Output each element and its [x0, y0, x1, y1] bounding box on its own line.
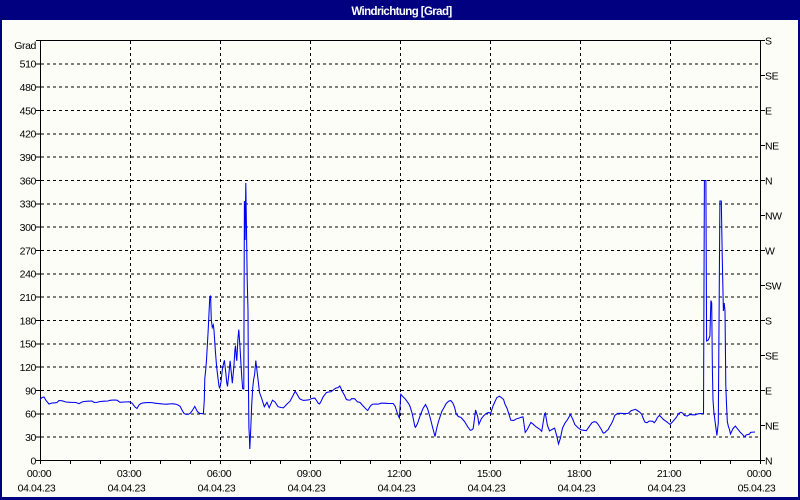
svg-text:180: 180 [20, 315, 37, 327]
svg-text:05.04.23: 05.04.23 [738, 483, 776, 495]
svg-text:420: 420 [20, 129, 37, 141]
svg-text:30: 30 [25, 432, 36, 444]
svg-text:N: N [765, 455, 772, 467]
svg-text:SE: SE [765, 350, 779, 362]
svg-text:NE: NE [765, 140, 779, 152]
svg-text:12:00: 12:00 [387, 468, 412, 480]
svg-text:00:00: 00:00 [747, 468, 772, 480]
svg-text:04.04.23: 04.04.23 [648, 483, 686, 495]
svg-text:00:00: 00:00 [27, 468, 52, 480]
svg-text:150: 150 [20, 339, 37, 351]
svg-text:E: E [765, 385, 772, 397]
svg-text:15:00: 15:00 [477, 468, 502, 480]
svg-text:60: 60 [25, 409, 36, 421]
svg-text:390: 390 [20, 152, 37, 164]
svg-text:210: 210 [20, 292, 37, 304]
svg-text:NE: NE [765, 420, 779, 432]
svg-text:NW: NW [765, 210, 782, 222]
svg-text:510: 510 [20, 59, 37, 71]
svg-text:W: W [765, 245, 775, 257]
svg-text:04.04.23: 04.04.23 [18, 483, 56, 495]
svg-text:E: E [765, 105, 772, 117]
svg-text:SE: SE [765, 70, 779, 82]
svg-text:S: S [765, 35, 772, 47]
svg-text:Windrichtung [Grad]: Windrichtung [Grad] [351, 6, 452, 18]
svg-text:09:00: 09:00 [297, 468, 322, 480]
svg-text:450: 450 [20, 105, 37, 117]
svg-text:04.04.23: 04.04.23 [198, 483, 236, 495]
svg-text:Grad: Grad [14, 40, 36, 52]
svg-text:18:00: 18:00 [567, 468, 592, 480]
svg-text:04.04.23: 04.04.23 [108, 483, 146, 495]
svg-text:04.04.23: 04.04.23 [288, 483, 326, 495]
svg-text:N: N [765, 175, 772, 187]
svg-text:21:00: 21:00 [657, 468, 682, 480]
svg-text:04.04.23: 04.04.23 [468, 483, 506, 495]
svg-text:270: 270 [20, 245, 37, 257]
svg-text:360: 360 [20, 175, 37, 187]
svg-text:330: 330 [20, 199, 37, 211]
svg-text:120: 120 [20, 362, 37, 374]
svg-text:90: 90 [25, 385, 36, 397]
svg-text:0: 0 [31, 455, 37, 467]
svg-text:03:00: 03:00 [117, 468, 142, 480]
svg-text:240: 240 [20, 269, 37, 281]
svg-text:06:00: 06:00 [207, 468, 232, 480]
svg-text:04.04.23: 04.04.23 [558, 483, 596, 495]
svg-text:300: 300 [20, 222, 37, 234]
svg-text:480: 480 [20, 82, 37, 94]
svg-text:S: S [765, 315, 772, 327]
svg-text:SW: SW [765, 280, 782, 292]
svg-text:04.04.23: 04.04.23 [378, 483, 416, 495]
